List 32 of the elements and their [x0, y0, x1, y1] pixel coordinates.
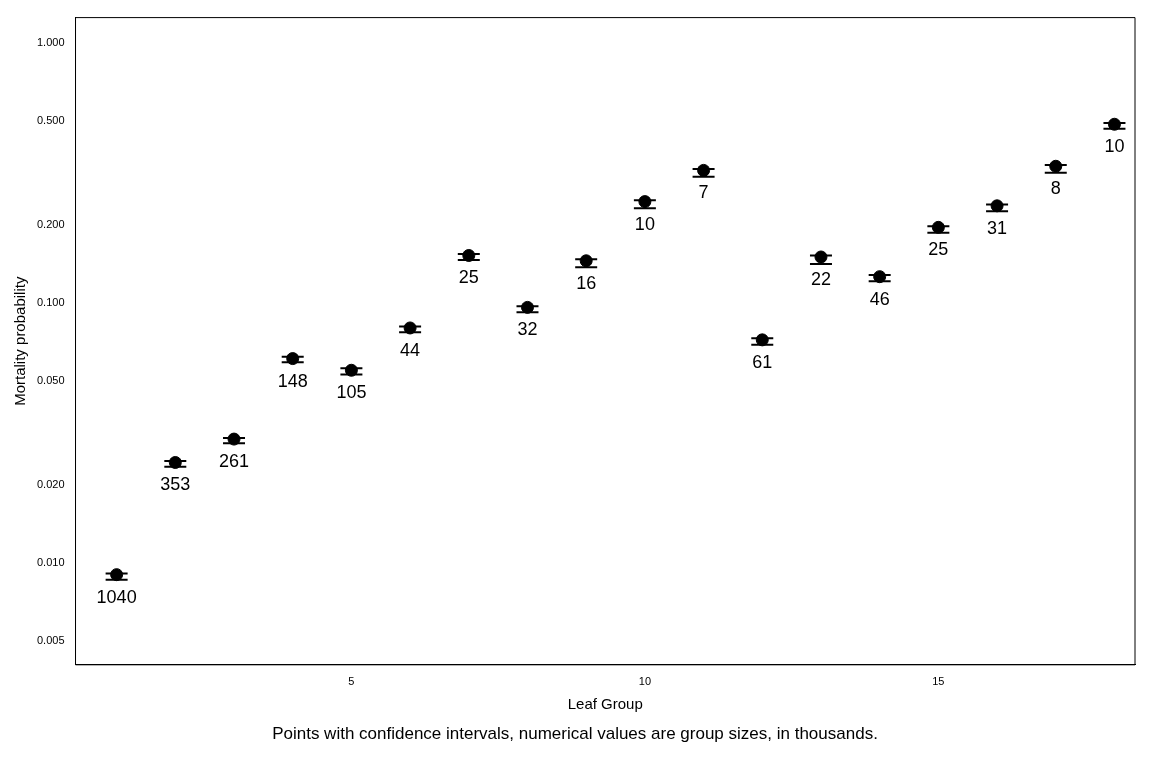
x-tick-label: 5 [348, 675, 355, 688]
annotation: 148 [277, 370, 308, 391]
y-tick-label: 0.005 [37, 634, 65, 647]
y-tick-label: 0.010 [37, 555, 65, 568]
y-tick-label: 0.200 [37, 217, 65, 230]
y-tick-label: 1.000 [37, 35, 65, 48]
annotation: 31 [987, 217, 1008, 238]
annotation: 8 [1050, 178, 1061, 199]
annotation: 261 [218, 451, 250, 472]
y-tick-label: 0.500 [37, 114, 65, 127]
annotation: 105 [336, 382, 367, 403]
annotation: 46 [869, 288, 890, 309]
x-tick-label: 15 [932, 675, 945, 688]
annotation: 22 [810, 268, 831, 289]
annotation: 25 [928, 239, 949, 260]
x-tick-label: 10 [638, 675, 652, 688]
y-axis-title: Mortality probability [11, 276, 29, 406]
annotation: 10 [1104, 136, 1125, 157]
annotation: 61 [752, 351, 773, 372]
annotation: 32 [517, 319, 538, 340]
annotation: 353 [160, 474, 191, 495]
annotation: 25 [458, 267, 479, 288]
annotation: 16 [576, 272, 597, 293]
text: Points with confidence intervals, numerical values are group sizes, in thousands. [271, 724, 879, 744]
y-tick-label: 0.100 [37, 295, 65, 308]
annotation: 10 [634, 213, 655, 234]
y-tick-label: 0.020 [37, 477, 65, 490]
y-tick-label: 0.050 [37, 374, 65, 387]
x-axis-title: Leaf Group [567, 695, 643, 713]
annotation: 1040 [96, 586, 137, 607]
annotation: 7 [698, 182, 709, 203]
annotation: 44 [400, 339, 421, 360]
